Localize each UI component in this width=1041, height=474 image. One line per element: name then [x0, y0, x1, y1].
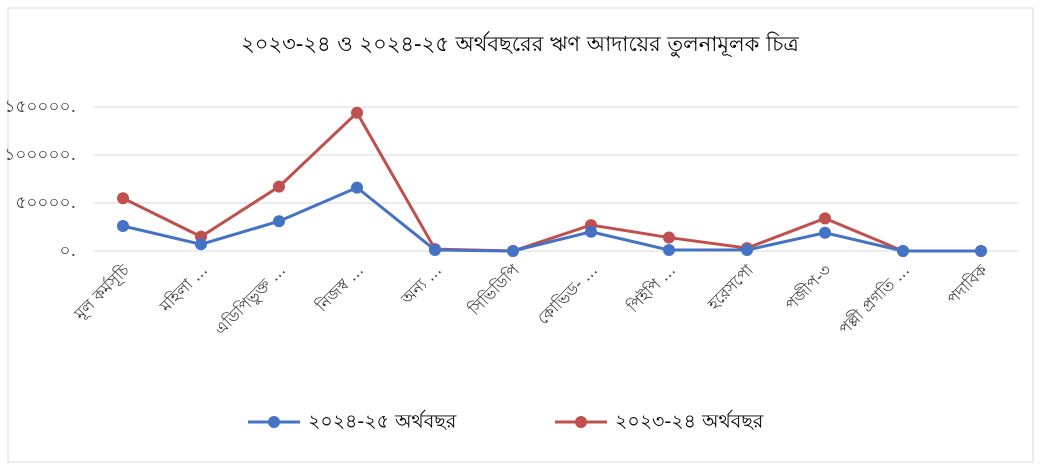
data-point	[585, 225, 597, 238]
y-tick-label: ৫০০০০.	[15, 193, 76, 213]
data-point	[741, 244, 753, 257]
data-point	[117, 220, 129, 233]
data-point	[117, 192, 129, 205]
data-point	[273, 215, 285, 228]
chart-title: ২০২৩-২৪ ও ২০২৪-২৫ অর্থবছরের ঋণ আদায়ের ত…	[241, 31, 799, 57]
data-point	[897, 245, 909, 257]
legend-label: ২০২৩-২৪ অর্থবছর	[615, 410, 764, 433]
data-point	[819, 226, 831, 239]
data-point	[351, 106, 363, 119]
legend: ২০২৪-২৫ অর্থবছর ২০২৩-২৪ অর্থবছর	[248, 410, 764, 433]
data-point	[663, 231, 675, 244]
data-point	[273, 180, 285, 193]
legend-marker	[575, 416, 587, 428]
data-point	[351, 181, 363, 194]
y-tick-label: ১০০০০০.	[4, 145, 76, 165]
data-point	[975, 245, 987, 257]
series-line	[122, 110, 981, 253]
y-tick-label: ১৫০০০০.	[4, 97, 76, 117]
data-point	[663, 244, 675, 257]
legend-marker	[268, 416, 280, 428]
data-point	[429, 244, 441, 257]
data-point	[507, 245, 519, 257]
data-point	[195, 238, 207, 251]
y-tick-label: ০.	[60, 241, 76, 261]
data-point	[819, 212, 831, 225]
legend-label: ২০২৪-২৫ অর্থবছর	[308, 410, 457, 433]
series-line	[122, 185, 981, 253]
